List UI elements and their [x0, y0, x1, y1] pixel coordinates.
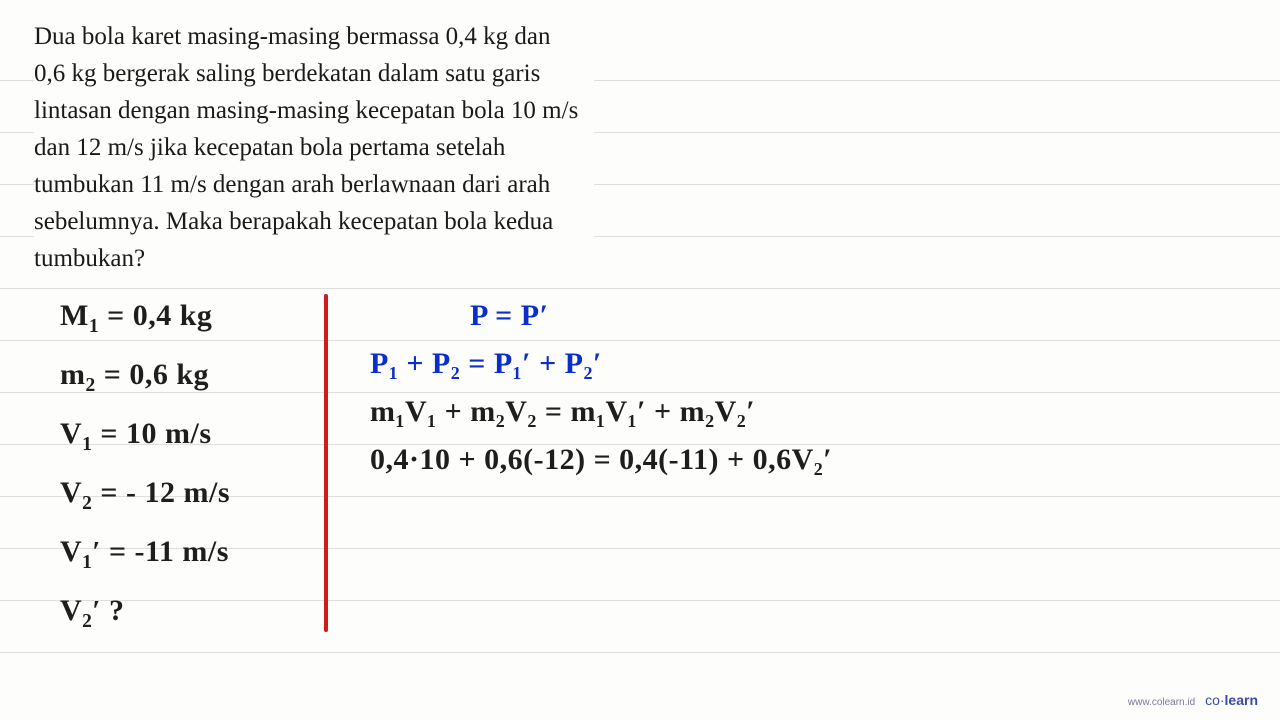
problem-text: Dua bola karet masing-masing bermassa 0,… [34, 18, 594, 277]
brand-url: www.colearn.id [1128, 697, 1195, 708]
equation-line: m₁V₁ + m₂V₂ = m₁V₁′ + m₂V₂′ [370, 388, 832, 436]
brand-logo: co·learn [1205, 692, 1258, 708]
given-line: M1 = 0,4 kg [60, 292, 230, 351]
given-values: M1 = 0,4 kg m2 = 0,6 kg V1 = 10 m/s V2 =… [60, 292, 230, 646]
given-line: m2 = 0,6 kg [60, 351, 230, 410]
given-line: V1 = 10 m/s [60, 410, 230, 469]
branding: www.colearn.id co·learn [1128, 692, 1258, 708]
equation-line: P₁ + P₂ = P₁′ + P₂′ [370, 340, 832, 388]
worked-equations: P = P′ P₁ + P₂ = P₁′ + P₂′ m₁V₁ + m₂V₂ =… [370, 292, 832, 484]
vertical-divider [324, 294, 328, 632]
equation-line: 0,4·10 + 0,6(-12) = 0,4(-11) + 0,6V₂′ [370, 436, 832, 484]
given-line: V2′ ? [60, 587, 230, 646]
equation-line: P = P′ [370, 292, 832, 340]
given-line: V2 = - 12 m/s [60, 469, 230, 528]
given-line: V1′ = -11 m/s [60, 528, 230, 587]
